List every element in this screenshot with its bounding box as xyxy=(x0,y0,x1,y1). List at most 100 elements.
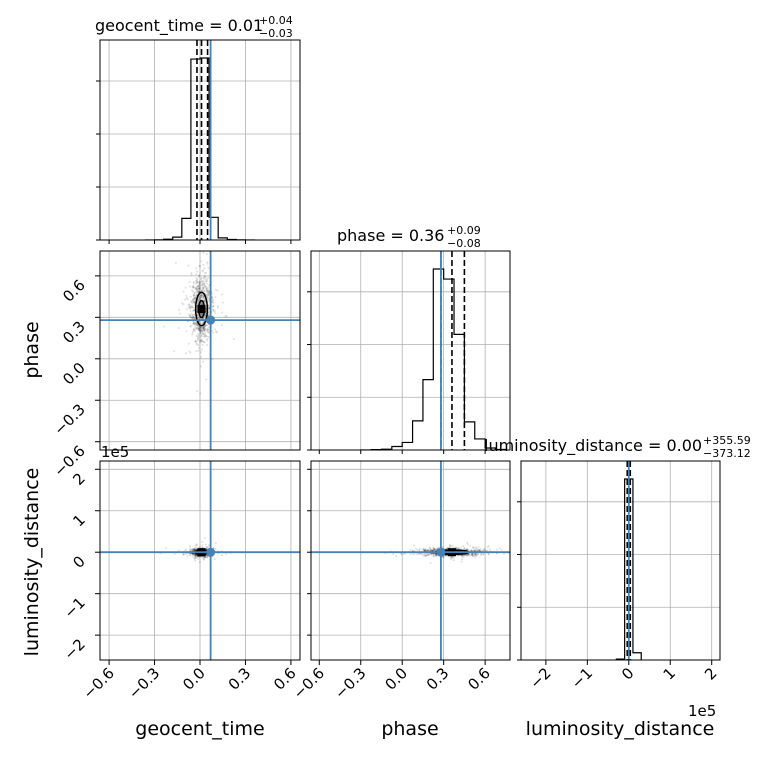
panel-luminosity_distance-phase-sample-point xyxy=(466,541,469,544)
panel-phase-geocent_time-sample-point xyxy=(190,312,193,315)
ytick-label-phase: 0.6 xyxy=(59,276,89,306)
panel-phase-geocent_time-sample-point xyxy=(188,307,191,310)
panel-phase-geocent_time-sample-point xyxy=(205,290,208,293)
panel-phase-geocent_time-sample-point xyxy=(195,324,198,327)
panel-phase-geocent_time-sample-point xyxy=(196,279,199,282)
panel-luminosity_distance-geocent_time-sample-point xyxy=(201,544,204,547)
panel-phase-geocent_time-sample-point xyxy=(189,314,192,317)
panel-phase-geocent_time-sample-point xyxy=(216,305,219,308)
panel-phase-geocent_time-sample-point xyxy=(201,313,204,316)
panel-phase-geocent_time-sample-point xyxy=(211,298,214,301)
panel-phase-geocent_time-sample-point xyxy=(188,305,191,308)
panel-luminosity_distance-phase-sample-point xyxy=(461,545,464,548)
panel-phase-geocent_time-sample-point xyxy=(196,284,199,287)
panel-luminosity_distance-phase-sample-point xyxy=(461,554,464,557)
panel-luminosity_distance-geocent_time-sample-point xyxy=(190,549,193,552)
panel-phase-geocent_time-sample-point xyxy=(197,287,200,290)
panel-phase-geocent_time-sample-point xyxy=(207,331,210,334)
panel-phase-geocent_time-sample-point xyxy=(187,320,190,323)
panel-luminosity_distance-phase-sample-point xyxy=(434,555,437,558)
panel-phase-geocent_time-sample-point xyxy=(211,329,214,332)
panel-luminosity_distance-phase-sample-point xyxy=(423,549,426,552)
panel-luminosity_distance-geocent_time-sample-point xyxy=(182,553,185,556)
panel-luminosity_distance-phase-sample-point xyxy=(487,545,490,548)
panel-phase-geocent_time-sample-point xyxy=(194,321,197,324)
panel-luminosity_distance-geocent_time-sample-point xyxy=(194,546,197,549)
panel-phase-geocent_time-sample-point xyxy=(199,287,202,290)
panel-phase-geocent_time-sample-point xyxy=(198,290,201,293)
panel-luminosity_distance-phase-sample-point xyxy=(425,554,428,557)
panel-luminosity_distance-phase-sample-point xyxy=(478,549,481,552)
panel-luminosity_distance-phase-sample-point xyxy=(469,554,472,557)
panel-luminosity_distance-phase-sample-point xyxy=(445,547,448,550)
panel-phase-geocent_time-sample-point xyxy=(195,288,198,291)
panel-phase-geocent_time-sample-point xyxy=(193,328,196,331)
xlabel-luminosity-distance: luminosity_distance xyxy=(526,718,715,740)
ytick-label-luminosity_distance: −2 xyxy=(60,635,88,663)
panel-phase-geocent_time-sample-point xyxy=(206,261,209,264)
panel-luminosity_distance-phase-sample-point xyxy=(463,554,466,557)
panel-phase-geocent_time-sample-point xyxy=(207,307,210,310)
panel-phase-geocent_time-sample-point xyxy=(195,273,198,276)
panel-phase-geocent_time-sample-point xyxy=(201,293,204,296)
panel-phase-geocent_time-sample-point xyxy=(211,296,214,299)
panel-phase-geocent_time-sample-point xyxy=(203,274,206,277)
panel-phase-geocent_time-sample-point xyxy=(188,303,191,306)
panel-phase-geocent_time-sample-point xyxy=(206,339,209,342)
panel-phase-geocent_time-sample-point xyxy=(207,276,210,279)
panel-luminosity_distance-geocent_time-sample-point xyxy=(202,546,205,549)
panel-phase-geocent_time-sample-point xyxy=(202,287,205,290)
panel-phase-geocent_time-sample-point xyxy=(214,288,217,291)
panel-luminosity_distance-phase-sample-point xyxy=(474,553,477,556)
panel-phase-geocent_time-sample-point xyxy=(195,343,198,346)
panel-luminosity_distance-geocent_time-sample-point xyxy=(189,547,192,550)
panel-phase-geocent_time-sample-point xyxy=(198,297,201,300)
panel-phase-geocent_time-sample-point xyxy=(204,328,207,331)
panel-luminosity_distance-phase-sample-point xyxy=(448,543,451,546)
panel-phase-geocent_time-sample-point xyxy=(203,335,206,338)
panel-phase-geocent_time-sample-point xyxy=(213,310,216,313)
panel-luminosity_distance-phase-sample-point xyxy=(427,553,430,556)
panel-phase-geocent_time-sample-point xyxy=(194,282,197,285)
panel-luminosity_distance-geocent_time-sample-point xyxy=(191,552,194,555)
panel-phase-geocent_time-sample-point xyxy=(188,285,191,288)
panel-phase-geocent_time-sample-point xyxy=(199,330,202,333)
panel-phase-geocent_time-sample-point xyxy=(196,335,199,338)
panel-phase-geocent_time-sample-point xyxy=(199,298,202,301)
panel-luminosity_distance-phase-sample-point xyxy=(470,553,473,556)
panel-phase-geocent_time-sample-point xyxy=(196,313,199,316)
panel-luminosity_distance-geocent_time-sample-point xyxy=(177,549,180,552)
panel-luminosity_distance-geocent_time-sample-point xyxy=(198,561,201,564)
panel-phase-geocent_time-sample-point xyxy=(193,321,196,324)
panel-phase-geocent_time-sample-point xyxy=(207,331,210,334)
xtick-label-phase: 0.0 xyxy=(381,664,411,694)
panel-phase-geocent_time-sample-point xyxy=(197,317,200,320)
panel-luminosity_distance-phase-sample-point xyxy=(486,549,489,552)
panel-luminosity_distance-phase-sample-point xyxy=(478,548,481,551)
panel-phase-geocent_time-sample-point xyxy=(201,332,204,335)
panel-phase-geocent_time-sample-point xyxy=(200,314,203,317)
panel-phase-geocent_time-sample-point xyxy=(199,329,202,332)
xtick-label-luminosity_distance: 2 xyxy=(701,664,720,683)
panel-phase-geocent_time-sample-point xyxy=(204,302,207,305)
panel-phase-geocent_time-sample-point xyxy=(225,315,228,318)
panel-phase-geocent_time-sample-point xyxy=(197,333,200,336)
panel-phase-geocent_time-sample-point xyxy=(196,324,199,327)
panel-luminosity_distance-phase-sample-point xyxy=(466,548,469,551)
panel-phase-geocent_time-sample-point xyxy=(212,304,215,307)
panel-phase-geocent_time-sample-point xyxy=(200,284,203,287)
xtick-label-phase: 0.6 xyxy=(464,664,494,694)
panel-phase-geocent_time-sample-point xyxy=(204,331,207,334)
panel-phase-geocent_time-sample-point xyxy=(202,326,205,329)
panel-luminosity_distance-phase-sample-point xyxy=(426,554,429,557)
panel-phase-geocent_time-sample-point xyxy=(206,329,209,332)
panel-phase-geocent_time-sample-point xyxy=(202,286,205,289)
panel-phase-geocent_time-sample-point xyxy=(204,334,207,337)
panel-phase-geocent_time-sample-point xyxy=(198,274,201,277)
panel-luminosity_distance-phase-sample-point xyxy=(498,547,501,550)
panel-luminosity_distance-geocent_time-sample-point xyxy=(203,555,206,558)
panel-luminosity_distance-geocent_time-sample-point xyxy=(192,548,195,551)
panel-luminosity_distance-phase-sample-point xyxy=(457,547,460,550)
panel-phase-geocent_time-sample-point xyxy=(192,301,195,304)
panel-luminosity_distance-phase-sample-point xyxy=(421,548,424,551)
